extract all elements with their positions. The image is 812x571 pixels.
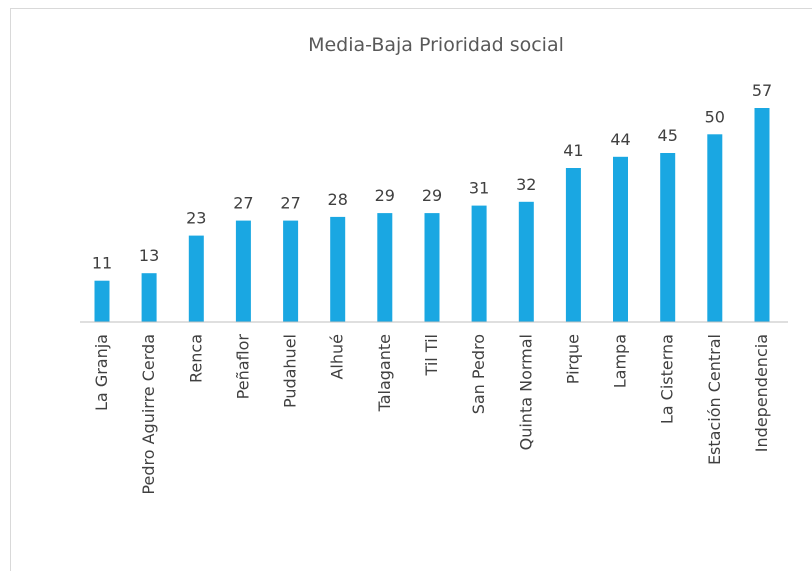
bar-1 bbox=[141, 273, 157, 322]
bar-14 bbox=[754, 108, 770, 322]
category-label-0: La Granja bbox=[92, 334, 111, 411]
bar-5 bbox=[330, 216, 346, 322]
bar-11 bbox=[613, 156, 628, 322]
chart-frame bbox=[10, 8, 812, 571]
bar-12 bbox=[660, 153, 676, 322]
category-label-6: Talagante bbox=[375, 334, 394, 412]
data-label-4: 27 bbox=[280, 194, 300, 213]
data-label-0: 11 bbox=[92, 254, 112, 273]
category-label-1: Pedro Aguirre Cerda bbox=[139, 334, 158, 495]
chart-title: Media-Baja Prioridad social bbox=[308, 34, 564, 56]
category-label-10: Pirque bbox=[563, 334, 582, 384]
data-label-6: 29 bbox=[375, 186, 395, 205]
data-label-5: 28 bbox=[328, 190, 348, 209]
data-label-12: 45 bbox=[658, 126, 678, 145]
data-label-7: 29 bbox=[422, 186, 442, 205]
category-label-8: San Pedro bbox=[469, 334, 488, 414]
category-labels-group: La Granja Pedro Aguirre Cerda Renca Peñaflo… bbox=[92, 334, 771, 495]
bar-9 bbox=[518, 201, 534, 322]
data-label-14: 57 bbox=[752, 81, 772, 100]
category-label-14: Independencia bbox=[752, 334, 771, 452]
category-label-2: Renca bbox=[186, 334, 205, 383]
category-label-9: Quinta Normal bbox=[516, 334, 535, 450]
data-label-13: 50 bbox=[705, 107, 725, 126]
bar-7 bbox=[424, 213, 440, 322]
data-label-3: 27 bbox=[233, 194, 253, 213]
category-label-5: Alhué bbox=[328, 334, 347, 380]
data-label-9: 32 bbox=[516, 175, 536, 194]
data-label-2: 23 bbox=[186, 209, 206, 228]
bar-10 bbox=[565, 168, 581, 322]
bars-group bbox=[94, 108, 770, 323]
category-label-13: Estación Central bbox=[705, 334, 724, 465]
bar-2 bbox=[188, 235, 204, 322]
value-labels-group: 11 13 23 27 27 28 29 29 31 32 41 44 45 50 57 bbox=[92, 81, 772, 273]
category-label-3: Peñaflor bbox=[233, 334, 252, 400]
data-label-10: 41 bbox=[563, 141, 583, 160]
category-label-12: La Cisterna bbox=[658, 334, 677, 424]
data-label-1: 13 bbox=[139, 246, 159, 265]
category-label-11: Lampa bbox=[611, 334, 630, 388]
bar-6 bbox=[377, 213, 393, 322]
bar-8 bbox=[471, 205, 487, 322]
bar-0 bbox=[94, 280, 110, 322]
category-label-4: Pudahuel bbox=[281, 334, 300, 408]
data-label-11: 44 bbox=[610, 130, 630, 149]
bar-4 bbox=[283, 220, 299, 322]
data-label-8: 31 bbox=[469, 179, 489, 198]
bar-13 bbox=[707, 134, 723, 323]
bar-3 bbox=[235, 220, 251, 322]
category-label-7: Til Til bbox=[422, 334, 441, 376]
